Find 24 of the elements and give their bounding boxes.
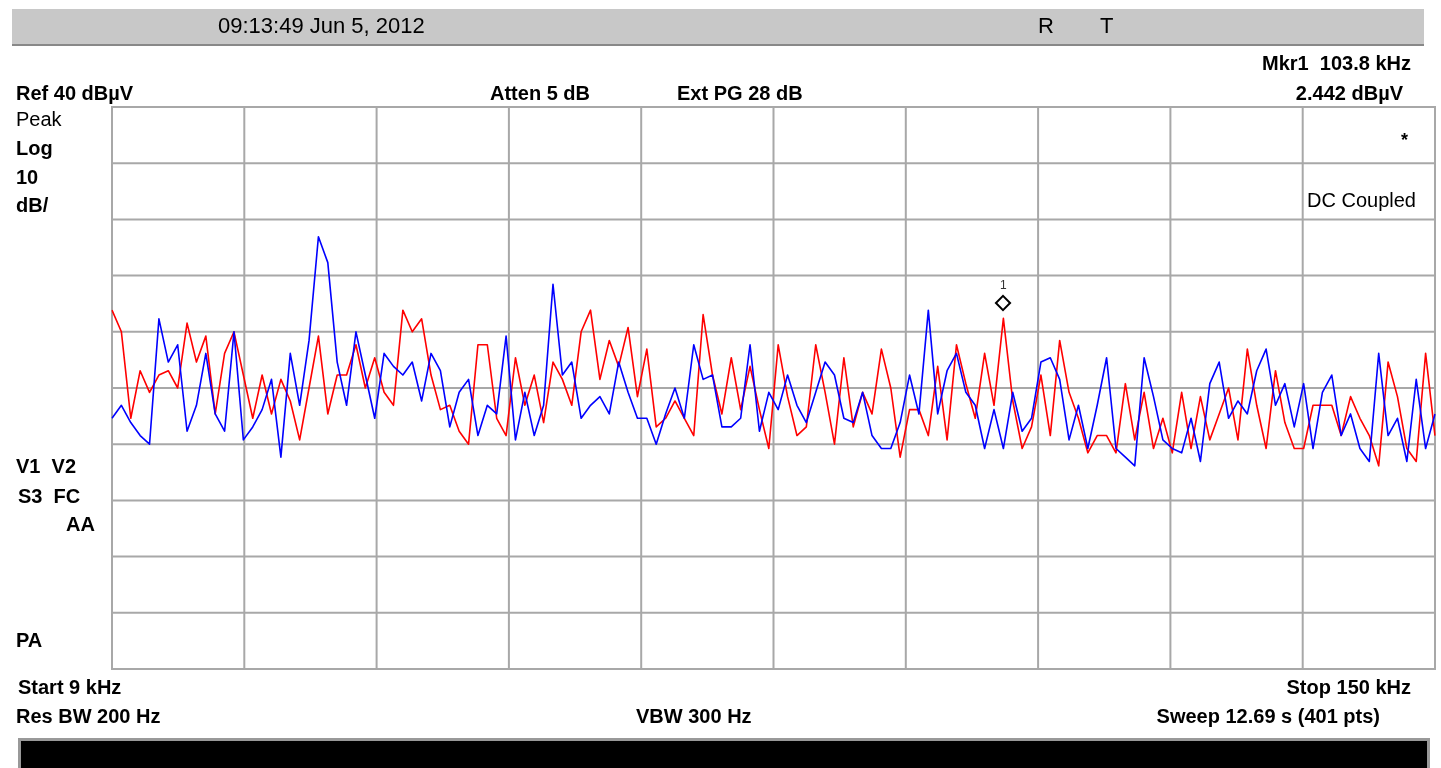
text: Mkr1 103.8 kHz <box>1262 52 1411 75</box>
chart-title: 09:13:49 Jun 5, 2012 <box>218 13 425 39</box>
text: S3 FC <box>18 485 81 508</box>
text: 2.442 dBµV <box>1295 82 1403 105</box>
text: Sweep 12.69 s (401 pts) <box>1156 705 1380 728</box>
text: R <box>1038 13 1054 39</box>
text: * <box>1400 130 1408 151</box>
text: 10 <box>16 166 39 189</box>
text: Res BW 200 Hz <box>16 705 161 728</box>
text: V1 V2 <box>16 455 77 478</box>
text: Ref 40 dBµV <box>16 82 134 105</box>
text: Atten 5 dB <box>490 82 590 105</box>
text: dB/ <box>16 194 49 217</box>
text: Stop 150 kHz <box>1286 676 1411 699</box>
text: Peak <box>16 108 62 131</box>
text: Log <box>16 137 53 160</box>
text: T <box>1100 13 1114 39</box>
text: PA <box>16 629 43 652</box>
text: VBW 300 Hz <box>636 705 752 728</box>
text: Ext PG 28 dB <box>677 82 803 105</box>
text: DC Coupled <box>1307 189 1416 212</box>
text: AA <box>66 513 95 536</box>
annotation: 1 <box>999 278 1008 293</box>
text: Start 9 kHz <box>18 676 122 699</box>
